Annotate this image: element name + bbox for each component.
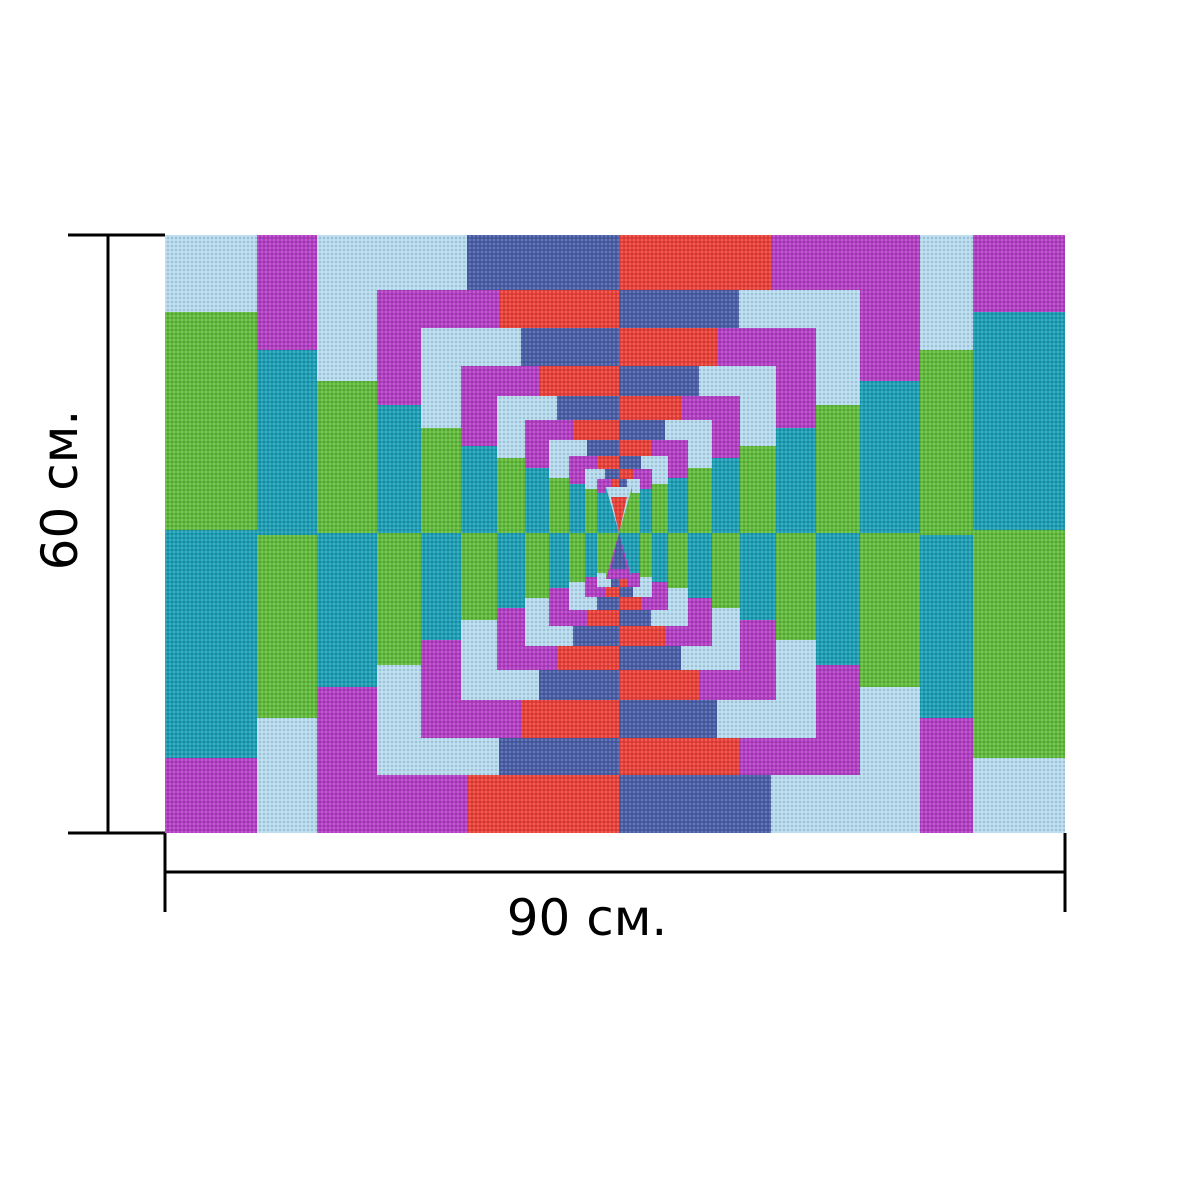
rug-print [165,235,1065,833]
rug-pattern [165,235,1065,833]
width-label: 90 см. [506,889,668,947]
height-label: 60 см. [31,409,89,571]
